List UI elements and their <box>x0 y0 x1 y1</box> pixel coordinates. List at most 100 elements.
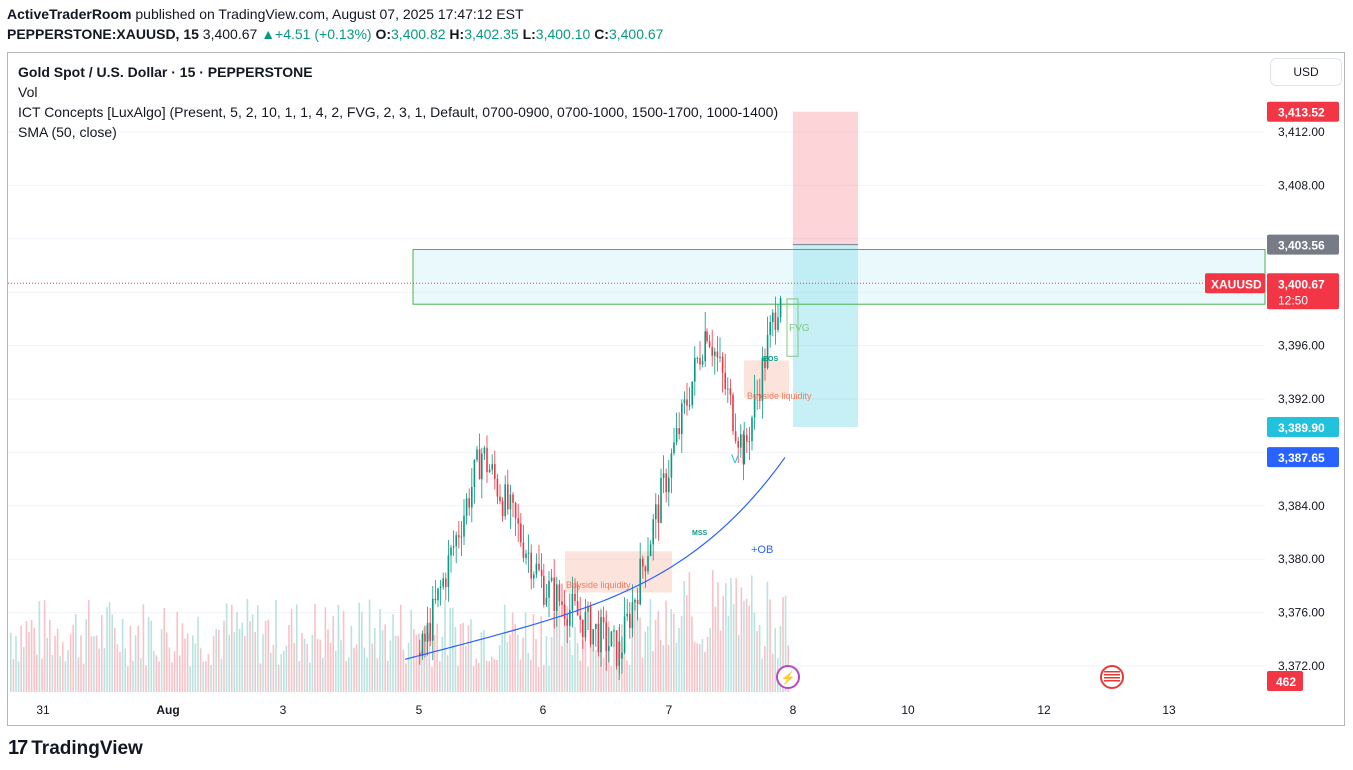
volume-bar <box>400 604 402 692</box>
candle-body <box>732 394 734 432</box>
y-tick-label: 3,376.00 <box>1278 606 1325 620</box>
volume-bar <box>428 632 431 692</box>
volume-bar <box>303 638 306 692</box>
candle-body <box>478 449 481 480</box>
volume-bar <box>49 619 51 692</box>
volume-bar <box>717 582 719 692</box>
volume-bar <box>134 635 137 692</box>
volume-bar <box>137 625 139 692</box>
candle-body <box>665 473 667 493</box>
candle-body <box>743 435 745 465</box>
candle-body <box>512 494 514 503</box>
legend-sma[interactable]: SMA (50, close) <box>18 124 117 140</box>
volume-bar <box>267 619 269 692</box>
volume-bar <box>743 600 745 692</box>
volume-bar <box>454 627 457 692</box>
flag-stripe <box>1104 677 1120 679</box>
volume-bar <box>246 598 249 692</box>
candle-body <box>761 357 764 401</box>
legend-title[interactable]: Gold Spot / U.S. Dollar · 15 · PEPPERSTO… <box>18 64 313 80</box>
volume-bar <box>233 632 236 692</box>
volume-bar <box>678 627 680 692</box>
volume-bar <box>462 622 464 692</box>
candle-body <box>434 598 437 601</box>
volume-bar <box>410 609 412 692</box>
legend-ict[interactable]: ICT Concepts [LuxAlgo] (Present, 5, 2, 1… <box>18 104 779 120</box>
volume-bar <box>670 608 672 692</box>
x-tick-label: 6 <box>540 703 547 717</box>
candle-body <box>481 453 483 480</box>
tradingview-logo[interactable]: 17 TradingView <box>8 737 143 760</box>
candle-body <box>595 623 597 630</box>
currency-button[interactable]: USD <box>1270 58 1342 86</box>
volume-bar <box>262 634 264 692</box>
candle-body <box>486 447 488 473</box>
volume-bar <box>184 638 186 692</box>
candle-body <box>584 611 587 638</box>
volume-bar <box>522 637 524 692</box>
volume-bar <box>28 632 30 692</box>
volume-bar <box>667 644 670 692</box>
candle-body <box>491 464 493 470</box>
volume-bar <box>374 628 376 692</box>
volume-bar <box>329 642 332 692</box>
volume-bar <box>371 643 373 692</box>
volume-bar <box>753 612 756 692</box>
volume-bar <box>77 657 80 692</box>
volume-bar <box>121 618 124 692</box>
volume-bar <box>449 608 451 692</box>
volume-label-box <box>1267 671 1303 691</box>
chart-frame <box>7 52 1345 726</box>
volume-bar <box>353 647 355 692</box>
candle-body <box>429 622 431 641</box>
candle-body <box>530 552 532 579</box>
volume-bar <box>106 606 108 692</box>
volume-bar <box>452 607 454 692</box>
volume-bar <box>431 666 433 692</box>
volume-bar <box>493 659 496 692</box>
volume-bar <box>483 630 485 692</box>
volume-bar <box>485 660 488 692</box>
candle-body <box>618 641 621 659</box>
candle-body <box>517 518 519 524</box>
candle-body <box>579 615 581 620</box>
volume-bar <box>563 603 566 692</box>
volume-bar <box>163 607 165 692</box>
volume-bar <box>532 614 535 692</box>
publisher-name[interactable]: ActiveTraderRoom <box>7 6 132 22</box>
volume-bar <box>324 607 327 692</box>
buyside-liquidity-zone-1 <box>565 551 672 593</box>
volume-bar <box>158 661 160 692</box>
candle-body <box>476 449 478 460</box>
candle-body <box>507 484 509 510</box>
candle-body <box>769 322 771 335</box>
volume-bar <box>602 657 605 692</box>
candle-body <box>753 394 756 418</box>
volume-bar <box>636 605 639 692</box>
volume-bar <box>587 666 589 692</box>
volume-bar <box>56 628 59 692</box>
volume-bar <box>345 660 347 692</box>
volume-bar <box>714 606 717 692</box>
legend-vol[interactable]: Vol <box>18 84 38 100</box>
candle-body <box>704 331 706 362</box>
candle-body <box>721 356 724 373</box>
volume-bar <box>363 647 366 692</box>
volume-bar <box>189 666 191 692</box>
volume-bar <box>699 644 701 692</box>
volume-bar <box>145 665 147 692</box>
candle-body <box>465 498 468 516</box>
volume-bar <box>579 660 581 692</box>
price-label: 3,413.52 <box>1278 106 1325 120</box>
volume-bar <box>652 650 654 692</box>
volume-bar <box>693 642 696 692</box>
annotation-buyside-1: Buyside liquidity <box>566 580 631 590</box>
candle-body <box>621 652 623 659</box>
volume-bar <box>387 660 389 692</box>
volume-bar <box>54 635 56 692</box>
volume-bar <box>537 666 540 692</box>
candle-body <box>737 441 739 448</box>
candle-body <box>455 535 457 547</box>
candle-body <box>694 357 696 382</box>
